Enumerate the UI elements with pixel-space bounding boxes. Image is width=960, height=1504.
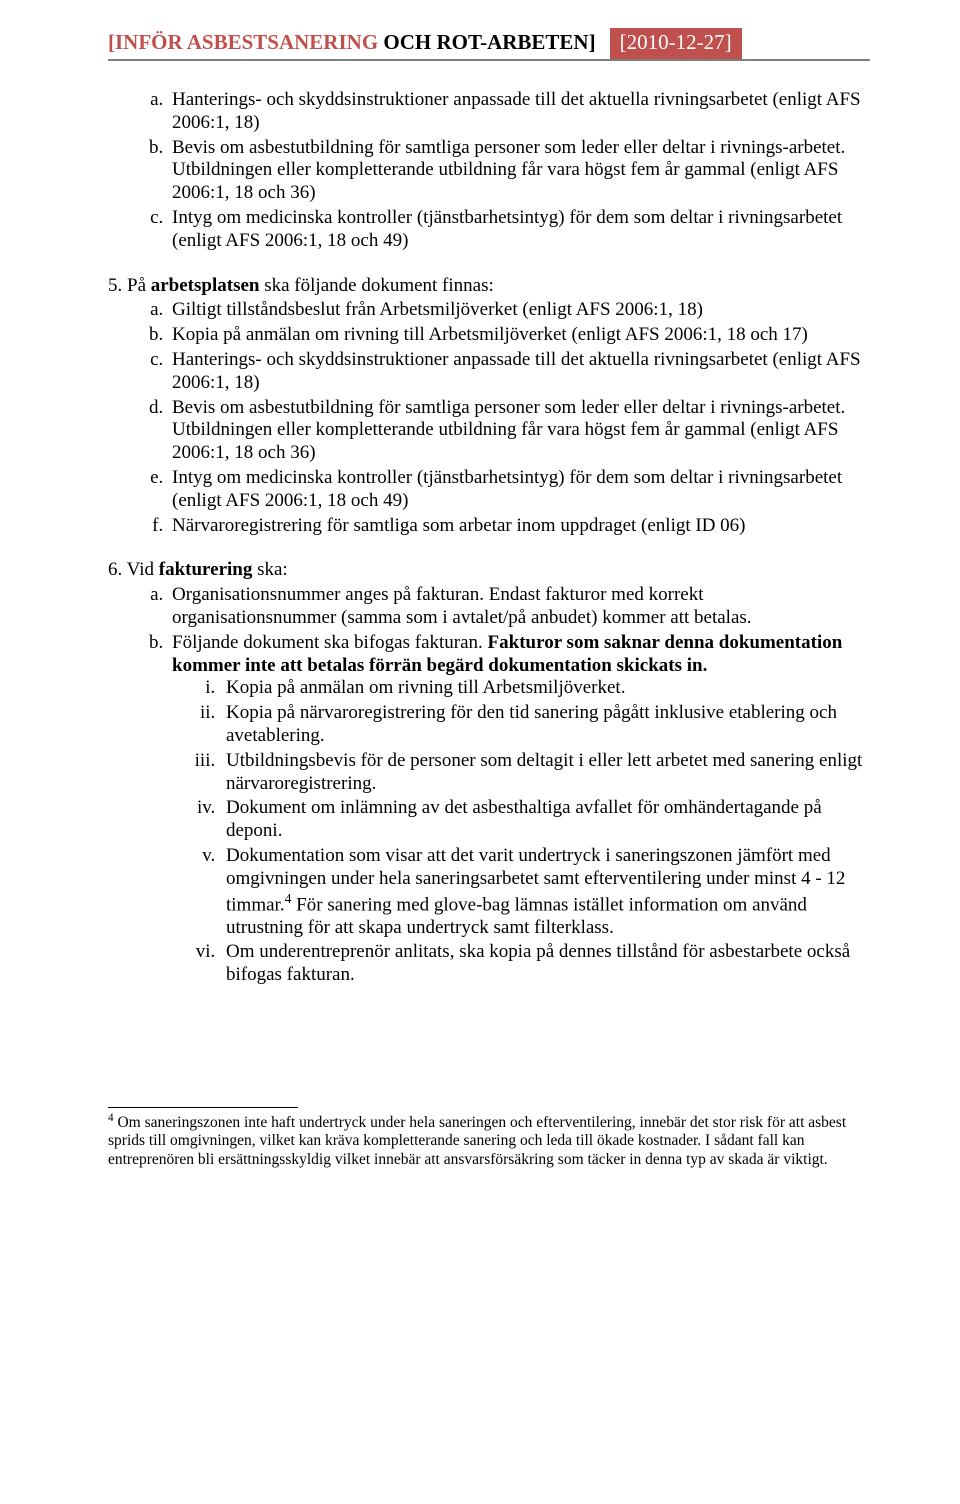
section-6-item-b: Följande dokument ska bifogas fakturan. … — [168, 632, 870, 987]
section-5-item-b: Kopia på anmälan om rivning till Arbetsm… — [168, 324, 870, 347]
list-1-item-b: Bevis om asbestutbildning för samtliga p… — [168, 137, 870, 205]
roman-v-post: För sanering med glove-bag lämnas iställ… — [226, 894, 807, 938]
page: [INFÖR ASBESTSANERING OCH ROT-ARBETEN] [… — [0, 0, 960, 1209]
header-title: [INFÖR ASBESTSANERING OCH ROT-ARBETEN] — [108, 28, 600, 59]
section-5-item-a: Giltigt tillståndsbeslut från Arbetsmilj… — [168, 299, 870, 322]
section-5-item-f: Närvaroregistrering för samtliga som arb… — [168, 515, 870, 538]
section-6-rest: ska: — [252, 559, 287, 580]
roman-v: Dokumentation som visar att det varit un… — [220, 845, 870, 940]
section-6-heading: 6. Vid fakturering ska: — [108, 559, 870, 582]
section-5-heading: 5. På arbetsplatsen ska följande dokumen… — [108, 275, 870, 298]
section-6-list: Organisationsnummer anges på fakturan. E… — [108, 584, 870, 987]
section-5-list: Giltigt tillståndsbeslut från Arbetsmilj… — [108, 299, 870, 537]
header-title-part1: [INFÖR ASBESTSANERING — [108, 30, 383, 54]
footnote-separator — [108, 1107, 298, 1108]
footnote: 4 Om saneringszonen inte haft undertryck… — [108, 1112, 870, 1169]
roman-vi: Om underentreprenör anlitats, ska kopia … — [220, 941, 870, 987]
roman-ii: Kopia på närvaroregistrering för den tid… — [220, 702, 870, 748]
document-body: Hanterings- och skyddsinstruktioner anpa… — [108, 89, 870, 1169]
list-1: Hanterings- och skyddsinstruktioner anpa… — [108, 89, 870, 253]
section-6-bold: fakturering — [159, 559, 253, 580]
section-5-item-d: Bevis om asbestutbildning för samtliga p… — [168, 397, 870, 465]
section-5-item-c: Hanterings- och skyddsinstruktioner anpa… — [168, 349, 870, 395]
header-date-box: [2010-12-27] — [610, 28, 742, 59]
section-5-bold: arbetsplatsen — [151, 275, 260, 296]
section-6-b-pre: Följande dokument ska bifogas fakturan. — [172, 632, 488, 653]
header-title-part2: OCH ROT-ARBETEN] — [383, 30, 595, 54]
roman-iii: Utbildningsbevis för de personer som del… — [220, 750, 870, 796]
section-6-item-a: Organisationsnummer anges på fakturan. E… — [168, 584, 870, 630]
list-1-item-a: Hanterings- och skyddsinstruktioner anpa… — [168, 89, 870, 135]
section-6-roman-list: Kopia på anmälan om rivning till Arbetsm… — [172, 677, 870, 987]
footnote-text: Om saneringszonen inte haft undertryck u… — [108, 1114, 846, 1168]
roman-i: Kopia på anmälan om rivning till Arbetsm… — [220, 677, 870, 700]
section-5-rest: ska följande dokument finnas: — [259, 275, 493, 296]
document-header: [INFÖR ASBESTSANERING OCH ROT-ARBETEN] [… — [108, 28, 870, 61]
header-date: [2010-12-27] — [620, 30, 732, 54]
section-5-item-e: Intyg om medicinska kontroller (tjänstba… — [168, 467, 870, 513]
section-6-num: 6. Vid — [108, 559, 159, 580]
section-5-num: 5. På — [108, 275, 151, 296]
roman-iv: Dokument om inlämning av det asbesthalti… — [220, 797, 870, 843]
list-1-item-c: Intyg om medicinska kontroller (tjänstba… — [168, 207, 870, 253]
